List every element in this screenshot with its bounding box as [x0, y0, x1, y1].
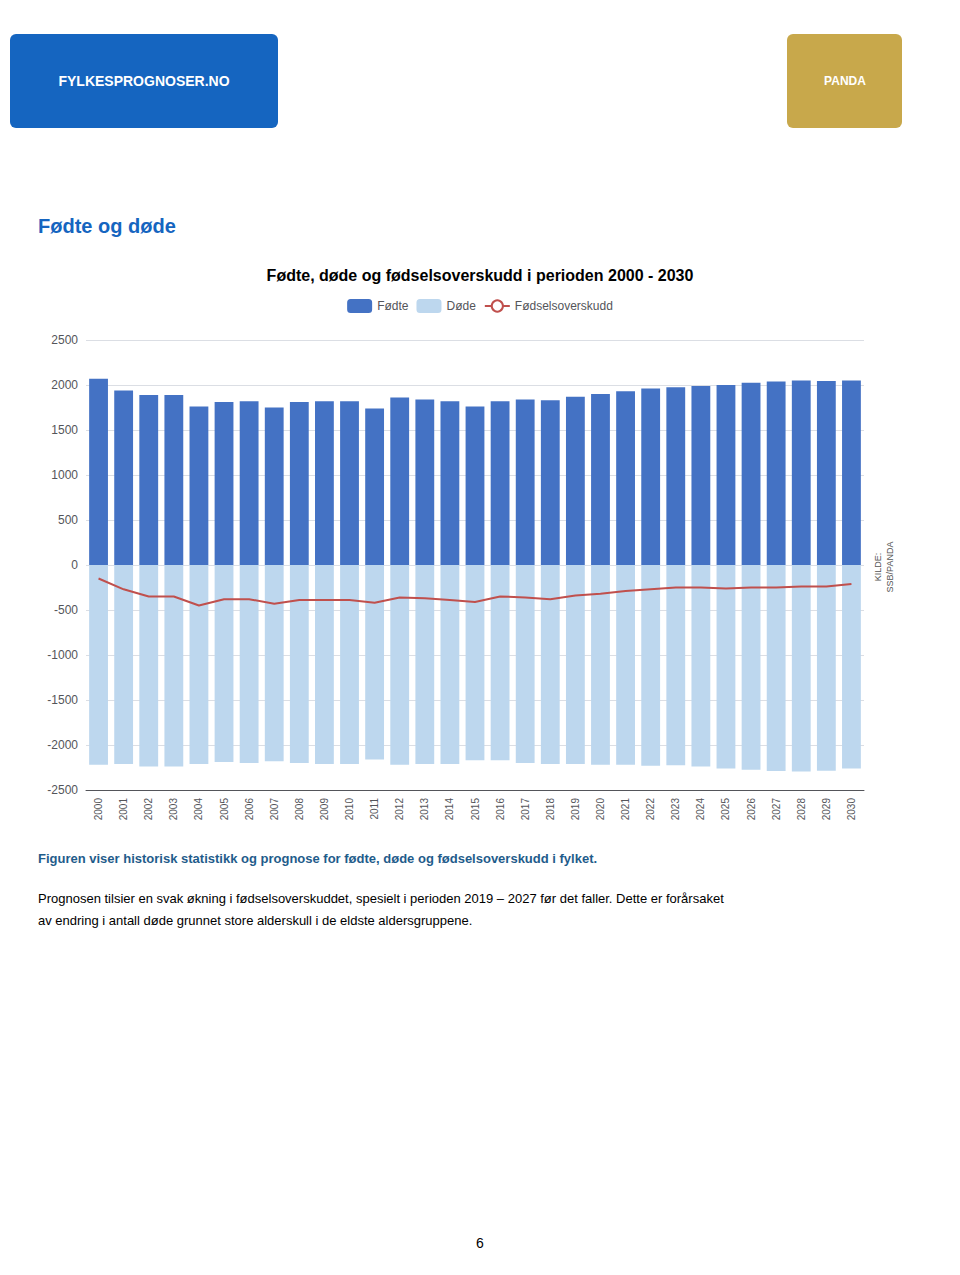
- svg-text:2500: 2500: [51, 333, 78, 347]
- svg-text:2030: 2030: [846, 798, 857, 821]
- svg-text:KILDE:: KILDE:: [873, 553, 883, 582]
- svg-text:500: 500: [58, 513, 78, 527]
- svg-text:2017: 2017: [520, 798, 531, 821]
- svg-text:2012: 2012: [394, 798, 405, 821]
- svg-text:2020: 2020: [595, 798, 606, 821]
- svg-text:1000: 1000: [51, 468, 78, 482]
- svg-text:2026: 2026: [746, 798, 757, 821]
- svg-text:2003: 2003: [168, 798, 179, 821]
- svg-text:2029: 2029: [821, 798, 832, 821]
- svg-text:Figuren viser historisk statis: Figuren viser historisk statistikk og pr…: [38, 851, 597, 866]
- svg-text:2021: 2021: [620, 798, 631, 821]
- svg-text:Fødte, døde og fødselsoverskud: Fødte, døde og fødselsoverskudd i period…: [267, 267, 694, 284]
- svg-text:2022: 2022: [645, 798, 656, 821]
- svg-text:2008: 2008: [294, 798, 305, 821]
- svg-text:SSB/PANDA: SSB/PANDA: [885, 542, 895, 593]
- svg-text:Døde: Døde: [446, 299, 476, 313]
- svg-text:2006: 2006: [244, 798, 255, 821]
- svg-text:2002: 2002: [143, 798, 154, 821]
- svg-text:2023: 2023: [670, 798, 681, 821]
- svg-text:2011: 2011: [369, 798, 380, 820]
- svg-text:1500: 1500: [51, 423, 78, 437]
- svg-text:FYLKESPROGNOSER.NO: FYLKESPROGNOSER.NO: [58, 73, 229, 89]
- svg-text:2027: 2027: [771, 798, 782, 821]
- svg-text:2013: 2013: [419, 798, 430, 821]
- svg-text:-1000: -1000: [47, 648, 78, 662]
- svg-text:-2500: -2500: [47, 783, 78, 797]
- svg-text:2025: 2025: [720, 798, 731, 821]
- svg-text:Fødselsoverskudd: Fødselsoverskudd: [515, 299, 613, 313]
- svg-text:Fødte: Fødte: [377, 299, 409, 313]
- svg-text:2019: 2019: [570, 798, 581, 821]
- svg-text:2000: 2000: [51, 378, 78, 392]
- svg-text:2010: 2010: [344, 798, 355, 821]
- svg-text:-500: -500: [54, 603, 78, 617]
- svg-text:2001: 2001: [118, 798, 129, 821]
- svg-text:2028: 2028: [796, 798, 807, 821]
- svg-text:2000: 2000: [93, 798, 104, 821]
- svg-text:6: 6: [476, 1235, 484, 1251]
- svg-text:2009: 2009: [319, 798, 330, 821]
- svg-text:0: 0: [71, 558, 78, 572]
- svg-text:2005: 2005: [219, 798, 230, 821]
- svg-text:2024: 2024: [695, 798, 706, 821]
- svg-text:-2000: -2000: [47, 738, 78, 752]
- svg-text:PANDA: PANDA: [824, 74, 866, 88]
- svg-text:av endring i antall døde grunn: av endring i antall døde grunnet store a…: [38, 913, 472, 928]
- svg-text:2014: 2014: [444, 798, 455, 821]
- svg-text:2004: 2004: [193, 798, 204, 821]
- svg-text:Prognosen tilsier en svak økni: Prognosen tilsier en svak økning i fødse…: [38, 891, 724, 906]
- svg-text:Fødte og døde: Fødte og døde: [38, 215, 176, 237]
- svg-text:-1500: -1500: [47, 693, 78, 707]
- svg-text:2018: 2018: [545, 798, 556, 821]
- svg-text:2007: 2007: [269, 798, 280, 821]
- svg-text:2016: 2016: [495, 798, 506, 821]
- svg-text:2015: 2015: [470, 798, 481, 821]
